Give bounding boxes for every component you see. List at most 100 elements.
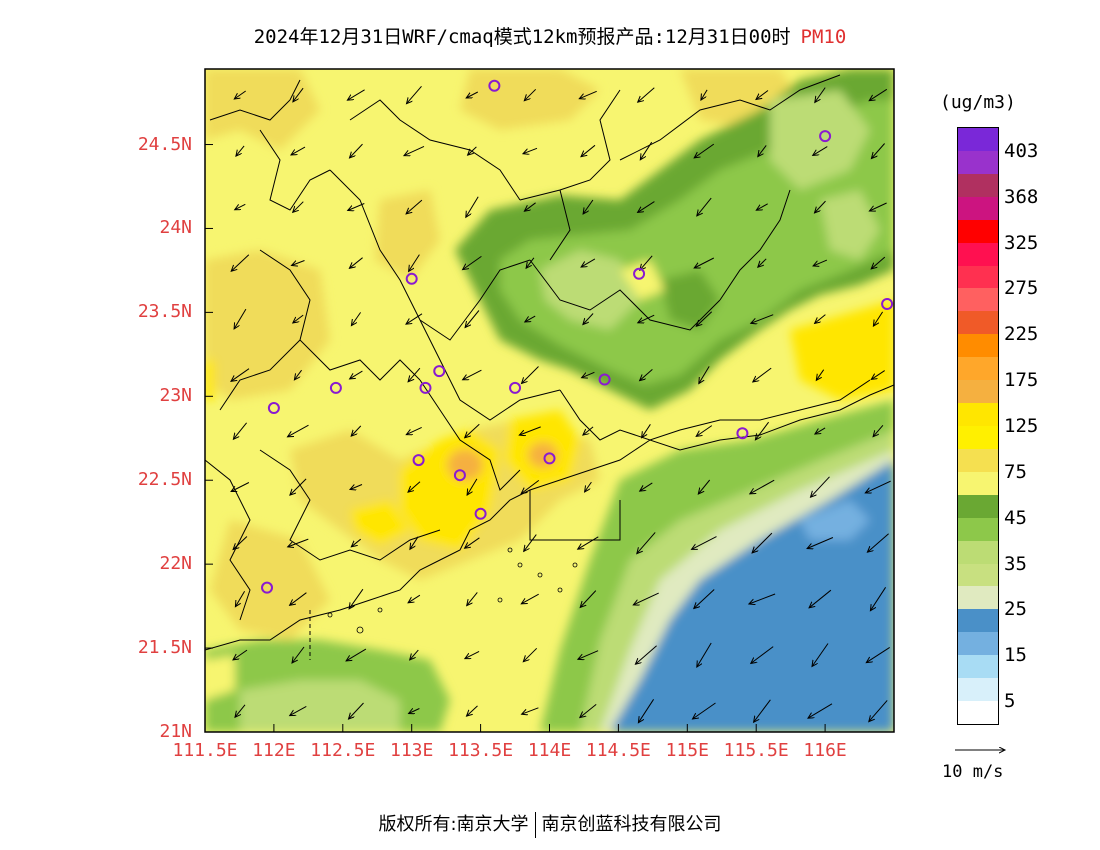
- wind-arrow: [694, 589, 715, 609]
- wind-arrow: [696, 425, 713, 437]
- wind-arrow: [815, 87, 826, 103]
- wind-arrow: [583, 199, 594, 214]
- wind-reference-label: 10 m/s: [942, 762, 1004, 782]
- wind-arrow: [465, 537, 480, 548]
- wind-arrow: [406, 426, 422, 434]
- wind-arrow: [815, 200, 826, 213]
- wind-arrow: [809, 589, 832, 608]
- wind-arrow: [807, 537, 834, 549]
- wind-arrow: [640, 255, 653, 270]
- wind-arrow: [465, 423, 480, 438]
- wind-arrow: [640, 482, 653, 491]
- wind-arrow: [581, 144, 596, 156]
- pollutant-label: PM10: [800, 26, 847, 48]
- wind-arrow: [697, 642, 712, 667]
- legend-value-label: 403: [1004, 139, 1039, 162]
- wind-arrow: [866, 646, 890, 662]
- wind-arrow: [581, 258, 596, 267]
- wind-arrow: [288, 424, 309, 437]
- footer: 版权所有:南京大学 南京创蓝科技有限公司: [0, 810, 1100, 838]
- legend-swatch: [958, 563, 998, 587]
- wind-arrow: [751, 314, 774, 324]
- legend-swatch: [958, 334, 998, 358]
- wind-arrow: [755, 421, 769, 440]
- wind-arrow: [871, 370, 885, 380]
- wind-arrow: [751, 646, 774, 664]
- legend-value-label: 35: [1004, 552, 1027, 575]
- station-marker: [261, 581, 274, 594]
- legend-swatch: [958, 494, 998, 518]
- wind-arrow: [578, 650, 599, 660]
- lon-tick-label: 112E: [252, 740, 296, 761]
- legend-value-label: 5: [1004, 690, 1016, 713]
- station-marker: [509, 381, 522, 394]
- legend-swatch: [958, 173, 998, 197]
- wind-arrow: [583, 426, 594, 435]
- wind-arrow: [524, 88, 537, 100]
- wind-arrow: [348, 203, 365, 211]
- station-marker: [736, 427, 749, 440]
- station-marker: [881, 297, 894, 310]
- wind-arrow: [522, 707, 539, 714]
- wind-arrow: [696, 311, 713, 326]
- lon-tick-label: 113.5E: [448, 740, 514, 761]
- wind-arrow: [233, 422, 247, 439]
- wind-arrow: [234, 90, 246, 99]
- wind-arrow: [293, 314, 304, 323]
- wind-arrow: [526, 257, 535, 268]
- wind-arrow: [633, 592, 659, 605]
- wind-arrow: [701, 89, 708, 100]
- wind-arrow: [638, 87, 655, 102]
- legend-value-label: 15: [1004, 644, 1027, 667]
- wind-arrow: [408, 367, 421, 382]
- wind-arrow: [873, 311, 884, 326]
- legend-swatch: [958, 609, 998, 633]
- wind-arrow: [410, 536, 419, 550]
- wind-arrow: [236, 145, 245, 156]
- wind-arrow: [579, 90, 597, 98]
- wind-arrow: [638, 699, 655, 722]
- wind-arrow: [871, 143, 885, 159]
- wind-arrow: [640, 141, 653, 160]
- wind-arrow: [811, 476, 830, 497]
- station-marker: [474, 507, 487, 520]
- wind-arrow: [291, 146, 306, 155]
- wind-arrow: [812, 643, 829, 667]
- wind-arrow: [523, 647, 538, 661]
- station-marker: [633, 267, 646, 280]
- wind-arrow: [808, 703, 833, 718]
- wind-arrow: [350, 484, 363, 490]
- legend-value-label: 25: [1004, 598, 1027, 621]
- wind-arrow: [351, 312, 362, 325]
- wind-arrow: [233, 649, 248, 660]
- wind-arrow: [233, 536, 248, 550]
- wind-arrow: [350, 370, 363, 379]
- legend-value-label: 75: [1004, 460, 1027, 483]
- company-text: 南京创蓝科技有限公司: [541, 814, 722, 835]
- lat-tick-label: 21N: [159, 721, 192, 742]
- lon-tick-label: 116E: [803, 740, 847, 761]
- legend-swatch: [958, 517, 998, 541]
- wind-arrow: [585, 481, 592, 492]
- wind-arrow: [869, 88, 888, 100]
- lat-tick-label: 22N: [159, 553, 192, 575]
- lat-tick-label: 24N: [159, 217, 192, 239]
- wind-arrow: [642, 424, 651, 437]
- wind-arrow: [409, 709, 420, 714]
- wind-arrow: [521, 479, 540, 493]
- footer-separator: [534, 812, 536, 838]
- wind-arrow: [408, 481, 421, 492]
- wind-arrow: [758, 145, 767, 156]
- title-main: 2024年12月31日WRF/cmaq模式12km预报产品:12月31日00时: [253, 26, 791, 48]
- wind-arrow: [406, 313, 423, 324]
- wind-arrow: [463, 255, 482, 269]
- monitoring-stations: [261, 79, 894, 594]
- wind-arrow: [637, 532, 656, 553]
- wind-arrow: [699, 366, 710, 383]
- wind-arrow: [293, 87, 304, 102]
- wind-arrow: [523, 147, 538, 153]
- wind-arrow: [578, 536, 599, 549]
- wind-arrow: [293, 201, 304, 213]
- wind-arrow: [290, 592, 307, 606]
- wind-arrow: [231, 368, 250, 382]
